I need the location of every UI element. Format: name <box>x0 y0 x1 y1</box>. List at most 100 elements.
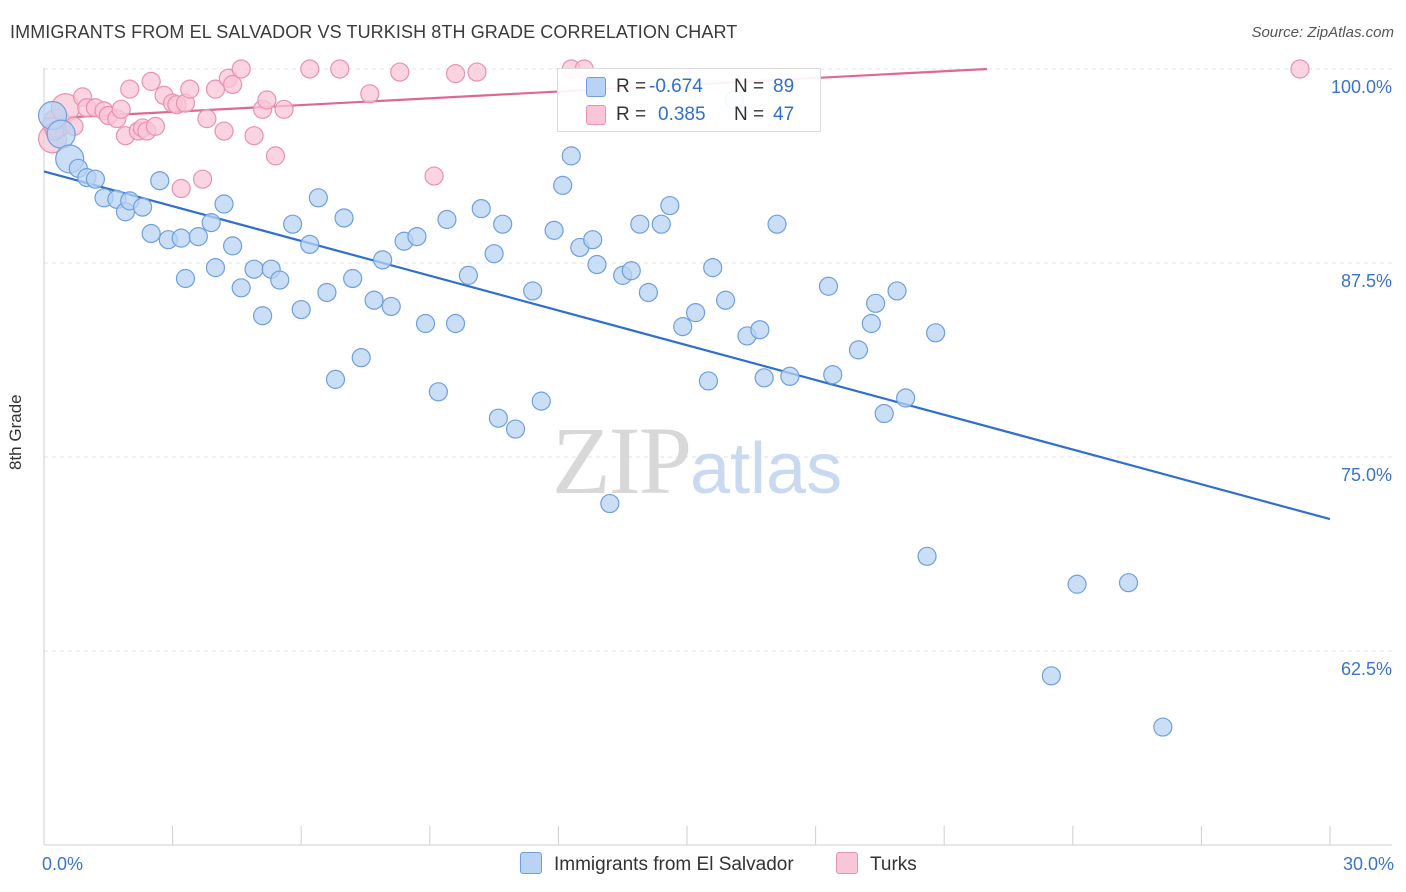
point-el-salvador <box>917 546 937 566</box>
tick-labels: 62.5% 75.0% 87.5% 100.0% 0.0% 30.0% <box>42 77 1394 874</box>
point-el-salvador <box>621 261 641 281</box>
point-el-salvador <box>141 223 161 244</box>
point-el-salvador <box>561 146 581 166</box>
point-turks <box>197 109 217 129</box>
point-turks <box>330 59 350 79</box>
point-el-salvador <box>471 199 491 219</box>
y-tick-label: 62.5% <box>1341 659 1392 679</box>
point-el-salvador <box>638 282 659 303</box>
point-el-salvador <box>887 281 907 301</box>
bottom-legend-el-salvador: Immigrants from El Salvador <box>520 852 794 876</box>
point-turks <box>223 74 243 95</box>
point-el-salvador <box>300 234 320 254</box>
point-el-salvador <box>231 278 251 298</box>
point-el-salvador <box>85 169 106 189</box>
point-el-salvador <box>1153 717 1173 737</box>
x-tick-label: 30.0% <box>1343 854 1394 874</box>
legend-r-label: R = <box>616 104 647 125</box>
bottom-legend-label: Immigrants from El Salvador <box>554 854 794 875</box>
point-el-salvador <box>283 214 303 234</box>
point-el-salvador <box>553 175 573 195</box>
point-el-salvador <box>488 408 508 428</box>
point-el-salvador <box>458 265 478 285</box>
legend-r-label: R = <box>616 76 647 97</box>
point-el-salvador <box>583 230 603 250</box>
point-turks <box>467 62 487 82</box>
point-el-salvador <box>660 195 680 216</box>
stats-legend: R = -0.674 N = 89 R = 0.385 N = 47 <box>557 68 821 132</box>
point-turks <box>111 99 131 119</box>
watermark: ZIPatlas <box>552 405 842 516</box>
trend-lines <box>43 67 1331 521</box>
point-turks <box>1290 59 1310 79</box>
point-el-salvador <box>325 369 346 389</box>
point-el-salvador <box>343 268 363 289</box>
point-el-salvador <box>364 290 384 310</box>
point-el-salvador <box>171 228 191 248</box>
point-turks <box>390 62 410 82</box>
point-turks <box>257 90 277 110</box>
point-el-salvador <box>926 323 946 343</box>
point-el-salvador <box>484 244 504 264</box>
trend-line-turks <box>43 67 988 120</box>
y-tick-label: 87.5% <box>1341 271 1392 291</box>
point-el-salvador <box>351 348 371 368</box>
legend-n-label: N = <box>734 104 765 125</box>
legend-r-value: 0.385 <box>658 104 706 125</box>
point-el-salvador <box>861 313 881 334</box>
legend-row-turks: R = 0.385 N = 47 <box>558 101 820 129</box>
legend-r-value: -0.674 <box>649 76 703 97</box>
point-el-salvador <box>415 313 436 334</box>
point-el-salvador <box>223 236 243 256</box>
legend-swatch-blue <box>586 77 606 97</box>
point-el-salvador <box>381 296 401 317</box>
point-turks <box>193 169 213 189</box>
legend-n-value: 89 <box>773 76 795 97</box>
point-el-salvador <box>308 188 328 208</box>
point-el-salvador <box>150 171 170 191</box>
point-el-salvador <box>587 254 607 275</box>
point-turks <box>274 99 294 119</box>
point-el-salvador <box>630 214 650 234</box>
legend-swatch-pink <box>586 105 606 125</box>
point-el-salvador <box>253 306 273 326</box>
point-el-salvador <box>493 214 513 234</box>
point-el-salvador <box>317 282 337 303</box>
legend-row-el-salvador: R = -0.674 N = 89 <box>558 73 820 101</box>
point-el-salvador <box>188 226 208 247</box>
x-tick-label: 0.0% <box>42 854 83 874</box>
point-el-salvador <box>214 194 234 214</box>
point-el-salvador <box>437 209 457 230</box>
data-points <box>37 59 1310 737</box>
point-el-salvador <box>1067 574 1087 594</box>
point-turks <box>145 116 166 136</box>
bottom-legend-swatch-blue <box>520 852 542 874</box>
point-turks <box>141 71 161 91</box>
point-turks <box>120 79 140 99</box>
point-el-salvador <box>523 281 543 301</box>
grid-lines <box>44 68 1392 652</box>
point-el-salvador <box>896 388 916 408</box>
point-el-salvador <box>46 119 76 149</box>
point-el-salvador <box>1118 573 1139 593</box>
point-turks <box>265 146 286 166</box>
point-el-salvador <box>767 214 787 234</box>
point-el-salvador <box>132 197 153 217</box>
axes <box>43 68 1392 846</box>
watermark-atlas: atlas <box>690 429 843 509</box>
point-el-salvador <box>600 493 620 514</box>
point-el-salvador <box>270 270 290 290</box>
point-turks <box>360 84 380 104</box>
bottom-legend-label: Turks <box>870 854 917 875</box>
point-el-salvador <box>754 368 774 388</box>
point-turks <box>424 166 444 186</box>
source-label: Source: ZipAtlas.com <box>1251 24 1394 41</box>
point-turks <box>445 64 466 84</box>
point-el-salvador <box>703 258 723 278</box>
point-el-salvador <box>698 371 719 391</box>
legend-n-value: 47 <box>773 104 795 125</box>
point-turks <box>214 121 234 141</box>
point-el-salvador <box>505 419 526 439</box>
point-turks <box>231 59 251 79</box>
point-el-salvador <box>848 340 869 360</box>
